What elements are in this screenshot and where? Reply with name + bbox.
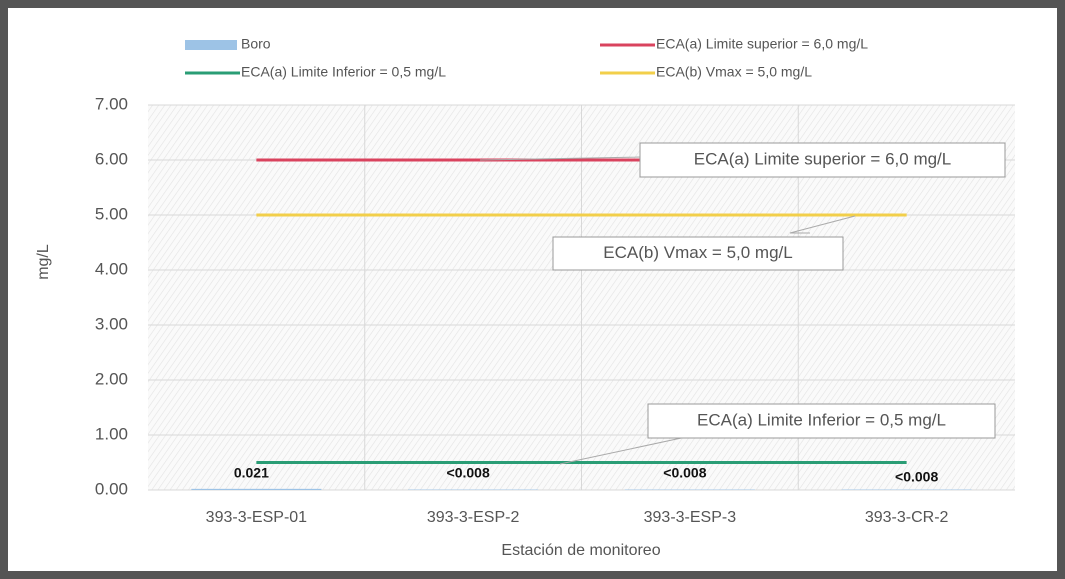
- y-tick-label: 2.00: [95, 369, 128, 388]
- value-label: <0.008: [447, 465, 490, 481]
- x-tick-label: 393-3-ESP-01: [206, 509, 307, 526]
- y-tick-label: 0.00: [95, 479, 128, 498]
- callout-box: [639, 142, 1006, 178]
- legend-label: ECA(b) Vmax = 5,0 mg/L: [656, 64, 812, 80]
- x-tick-label: 393-3-ESP-3: [644, 509, 737, 526]
- y-tick-label: 3.00: [95, 314, 128, 333]
- y-axis-title: mg/L: [35, 244, 52, 280]
- value-label: <0.008: [895, 469, 938, 485]
- y-tick-label: 5.00: [95, 204, 128, 223]
- legend-label: ECA(a) Limite superior = 6,0 mg/L: [656, 36, 868, 52]
- y-tick-label: 4.00: [95, 259, 128, 278]
- legend-swatch: [185, 40, 237, 50]
- annotation: ECA(a) Limite Inferior = 0,5 mg/L: [697, 410, 946, 429]
- annotation: ECA(b) Vmax = 5,0 mg/L: [603, 243, 792, 262]
- callout-box: [552, 236, 844, 271]
- bar: [191, 488, 322, 490]
- value-label: <0.008: [663, 465, 706, 481]
- callout-leader: [789, 215, 856, 234]
- legend-label: ECA(a) Limite Inferior = 0,5 mg/L: [241, 64, 446, 80]
- value-label: 0.021: [234, 465, 269, 481]
- x-tick-label: 393-3-ESP-2: [427, 509, 520, 526]
- x-axis-title: Estación de monitoreo: [501, 542, 660, 559]
- y-tick-label: 1.00: [95, 424, 128, 443]
- annotation: ECA(a) Limite superior = 6,0 mg/L: [694, 149, 951, 168]
- y-tick-label: 6.00: [95, 149, 128, 168]
- x-tick-label: 393-3-CR-2: [865, 509, 949, 526]
- y-tick-label: 7.00: [95, 94, 128, 113]
- callout-box: [647, 403, 996, 439]
- legend-label: Boro: [241, 36, 271, 52]
